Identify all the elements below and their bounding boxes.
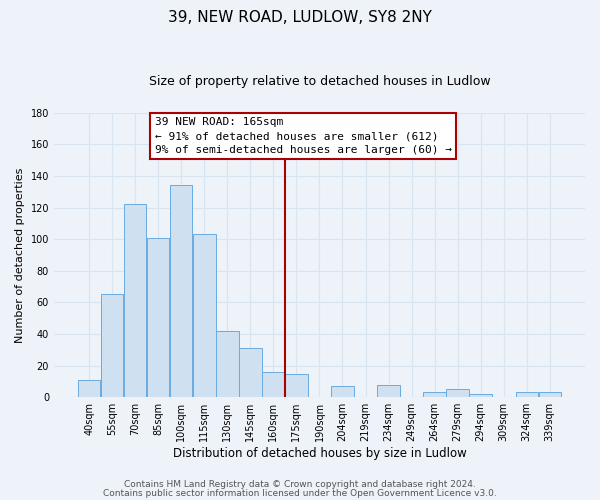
Bar <box>515 392 538 397</box>
Bar <box>377 384 400 397</box>
Bar <box>78 380 100 397</box>
Bar <box>170 186 193 397</box>
X-axis label: Distribution of detached houses by size in Ludlow: Distribution of detached houses by size … <box>173 447 466 460</box>
Bar <box>446 390 469 397</box>
Y-axis label: Number of detached properties: Number of detached properties <box>15 168 25 342</box>
Bar <box>424 392 446 397</box>
Text: 39 NEW ROAD: 165sqm
← 91% of detached houses are smaller (612)
9% of semi-detach: 39 NEW ROAD: 165sqm ← 91% of detached ho… <box>155 117 452 155</box>
Bar <box>285 374 308 397</box>
Bar <box>216 331 239 397</box>
Text: Contains public sector information licensed under the Open Government Licence v3: Contains public sector information licen… <box>103 488 497 498</box>
Title: Size of property relative to detached houses in Ludlow: Size of property relative to detached ho… <box>149 75 490 88</box>
Text: 39, NEW ROAD, LUDLOW, SY8 2NY: 39, NEW ROAD, LUDLOW, SY8 2NY <box>168 10 432 25</box>
Bar <box>239 348 262 397</box>
Bar <box>193 234 215 397</box>
Bar <box>124 204 146 397</box>
Bar <box>101 294 124 397</box>
Bar <box>331 386 353 397</box>
Bar <box>539 392 561 397</box>
Text: Contains HM Land Registry data © Crown copyright and database right 2024.: Contains HM Land Registry data © Crown c… <box>124 480 476 489</box>
Bar <box>262 372 284 397</box>
Bar <box>469 394 492 397</box>
Bar <box>147 238 169 397</box>
